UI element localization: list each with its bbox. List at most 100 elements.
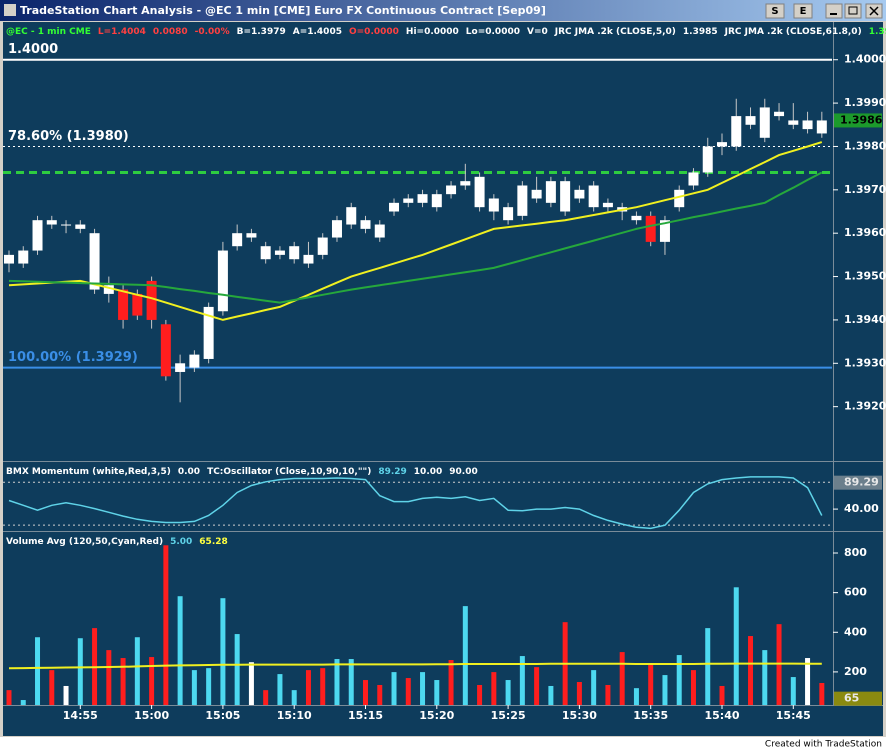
volume-bar xyxy=(805,658,811,705)
volume-bar xyxy=(77,638,83,705)
volume-bar xyxy=(220,598,226,705)
candle-body xyxy=(659,220,670,242)
volume-bar xyxy=(334,659,340,705)
volume-bar xyxy=(505,680,511,705)
candle-body xyxy=(146,280,157,320)
header-item: Volume Avg (120,50,Cyan,Red) xyxy=(6,537,163,547)
footer-text: Created with TradeStation xyxy=(765,740,882,750)
candle-body xyxy=(702,146,713,173)
volume-bar xyxy=(391,672,397,705)
s-button[interactable] xyxy=(765,3,785,19)
header-item: -0.00% xyxy=(195,27,230,37)
candle-body xyxy=(18,250,29,264)
y-tick-label: 200 xyxy=(844,665,867,678)
x-tick-label: 15:35 xyxy=(633,709,668,722)
panel-header: BMX Momentum (white,Red,3,5) 0.00 TC:Oscil… xyxy=(6,467,478,477)
volume-bar xyxy=(35,637,41,705)
header-item: Hi=0.0000 xyxy=(406,27,459,37)
volume-bar xyxy=(434,680,440,705)
candle-body xyxy=(46,220,57,225)
candle-body xyxy=(4,254,14,264)
y-tick-label: 40.00 xyxy=(844,502,879,515)
e-button-label[interactable]: E xyxy=(800,6,807,17)
title-bar xyxy=(0,0,886,21)
price-tag-label: 1.3986 xyxy=(840,113,883,126)
x-tick-label: 15:45 xyxy=(776,709,811,722)
candle-body xyxy=(717,142,727,147)
candle-body xyxy=(674,189,685,208)
level-label: 78.60% (1.3980) xyxy=(8,129,129,144)
candle-body xyxy=(132,293,143,316)
candle-body xyxy=(403,198,414,203)
candle-body xyxy=(816,120,827,134)
x-tick-label: 15:30 xyxy=(562,709,597,722)
volume-bar xyxy=(320,668,326,705)
panel-header: Volume Avg (120,50,Cyan,Red) 5.00 65.28 xyxy=(6,537,228,547)
candle-body xyxy=(745,116,756,125)
price-tag xyxy=(834,113,882,128)
candle-body xyxy=(460,181,471,186)
value-tag-label: 65 xyxy=(844,692,859,705)
candle-body xyxy=(574,189,585,199)
volume-bar xyxy=(248,662,254,705)
volume-bar xyxy=(790,677,796,705)
candle-body xyxy=(75,224,86,229)
y-tick-label: 1.3970 xyxy=(844,183,886,196)
volume-bar xyxy=(591,670,597,705)
candle-body xyxy=(774,111,785,117)
volume-bar xyxy=(477,684,483,705)
volume-bar xyxy=(519,656,525,705)
candle-body xyxy=(246,233,257,238)
x-tick-label: 15:40 xyxy=(704,709,739,722)
candle-body xyxy=(517,185,528,216)
y-tick-label: 1.3950 xyxy=(844,270,886,283)
candle-body xyxy=(203,306,214,359)
header-item: L=1.4004 xyxy=(98,27,146,37)
volume-bar xyxy=(63,685,69,705)
header-item: V=0 xyxy=(527,27,548,37)
maximize-button[interactable] xyxy=(844,3,862,19)
oscillator-line xyxy=(8,476,823,530)
window-title: TradeStation Chart Analysis - @EC 1 min … xyxy=(20,4,546,17)
s-button-label[interactable]: S xyxy=(771,6,778,17)
volume-bar xyxy=(748,636,754,705)
e-button[interactable] xyxy=(793,3,813,19)
close-icon xyxy=(869,6,879,16)
x-tick-label: 15:15 xyxy=(348,709,383,722)
volume-bar xyxy=(420,672,426,705)
value-tag xyxy=(834,475,882,490)
header-item: JRC JMA .2k (CLOSE,61.8,0) xyxy=(724,27,862,37)
x-tick-label: 15:20 xyxy=(419,709,454,722)
header-item: 10.00 xyxy=(414,467,442,477)
value-tag xyxy=(834,691,882,706)
header-item: 0.00 xyxy=(178,467,200,477)
maximize-icon xyxy=(848,6,858,15)
candle-body xyxy=(417,194,428,203)
candle-body xyxy=(374,224,385,238)
minimize-button[interactable] xyxy=(825,3,843,19)
app-icon xyxy=(4,4,16,16)
volume-bar xyxy=(134,637,140,705)
moving-average xyxy=(8,141,823,321)
candle-body xyxy=(274,250,285,255)
header-item: 65.28 xyxy=(199,537,227,547)
volume-bar xyxy=(305,670,311,705)
y-tick-label: 1.4000 xyxy=(844,53,886,66)
candle-body xyxy=(346,207,357,225)
y-tick-label: 600 xyxy=(844,586,867,599)
level-label: 1.4000 xyxy=(8,42,58,57)
header-item: BMX Momentum (white,Red,3,5) xyxy=(6,467,171,477)
header-item: B=1.3979 xyxy=(237,27,286,37)
volume-bar xyxy=(6,690,12,705)
volume-bar xyxy=(676,655,682,705)
volume-bar xyxy=(448,660,454,705)
header-item: 90.00 xyxy=(449,467,477,477)
header-item: 89.29 xyxy=(378,467,406,477)
volume-bar xyxy=(234,634,240,705)
volume-bar xyxy=(462,606,468,705)
volume-bar xyxy=(20,700,26,705)
volume-bar xyxy=(576,682,582,705)
candle-body xyxy=(317,237,328,255)
volume-bar xyxy=(705,628,711,705)
